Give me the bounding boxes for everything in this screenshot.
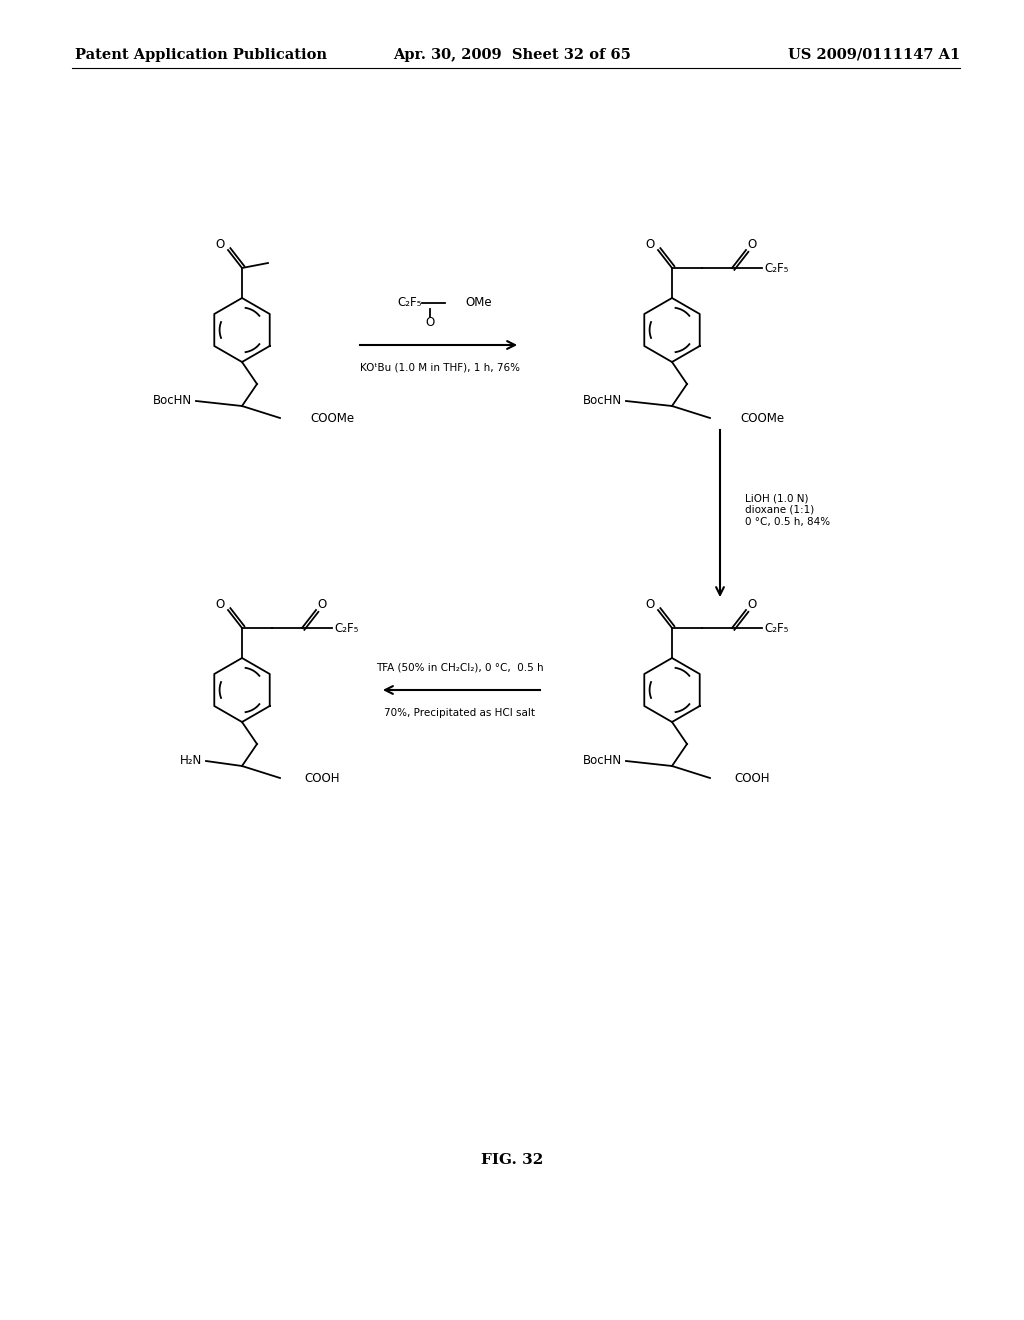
Text: TFA (50% in CH₂Cl₂), 0 °C,  0.5 h: TFA (50% in CH₂Cl₂), 0 °C, 0.5 h bbox=[376, 663, 544, 672]
Text: COOMe: COOMe bbox=[740, 412, 784, 425]
Text: C₂F₅: C₂F₅ bbox=[764, 261, 788, 275]
Text: Patent Application Publication: Patent Application Publication bbox=[75, 48, 327, 62]
Text: Apr. 30, 2009  Sheet 32 of 65: Apr. 30, 2009 Sheet 32 of 65 bbox=[393, 48, 631, 62]
Text: FIG. 32: FIG. 32 bbox=[481, 1152, 543, 1167]
Text: O: O bbox=[317, 598, 327, 610]
Text: COOMe: COOMe bbox=[310, 412, 354, 425]
Text: 70%, Precipitated as HCl salt: 70%, Precipitated as HCl salt bbox=[384, 708, 536, 718]
Text: KOᵗBu (1.0 M in THF), 1 h, 76%: KOᵗBu (1.0 M in THF), 1 h, 76% bbox=[360, 363, 520, 374]
Text: COOH: COOH bbox=[304, 771, 340, 784]
Text: C₂F₅: C₂F₅ bbox=[334, 622, 358, 635]
Text: O: O bbox=[748, 238, 757, 251]
Text: BocHN: BocHN bbox=[583, 395, 622, 408]
Text: O: O bbox=[425, 317, 434, 330]
Text: C₂F₅: C₂F₅ bbox=[764, 622, 788, 635]
Text: OMe: OMe bbox=[465, 297, 492, 309]
Text: O: O bbox=[215, 598, 224, 610]
Text: O: O bbox=[645, 238, 654, 251]
Text: US 2009/0111147 A1: US 2009/0111147 A1 bbox=[787, 48, 961, 62]
Text: C₂F₅: C₂F₅ bbox=[397, 297, 422, 309]
Text: O: O bbox=[748, 598, 757, 610]
Text: O: O bbox=[645, 598, 654, 610]
Text: COOH: COOH bbox=[734, 771, 769, 784]
Text: BocHN: BocHN bbox=[583, 755, 622, 767]
Text: O: O bbox=[215, 238, 224, 251]
Text: BocHN: BocHN bbox=[153, 395, 193, 408]
Text: LiOH (1.0 N)
dioxane (1:1)
0 °C, 0.5 h, 84%: LiOH (1.0 N) dioxane (1:1) 0 °C, 0.5 h, … bbox=[745, 494, 830, 527]
Text: H₂N: H₂N bbox=[180, 755, 202, 767]
